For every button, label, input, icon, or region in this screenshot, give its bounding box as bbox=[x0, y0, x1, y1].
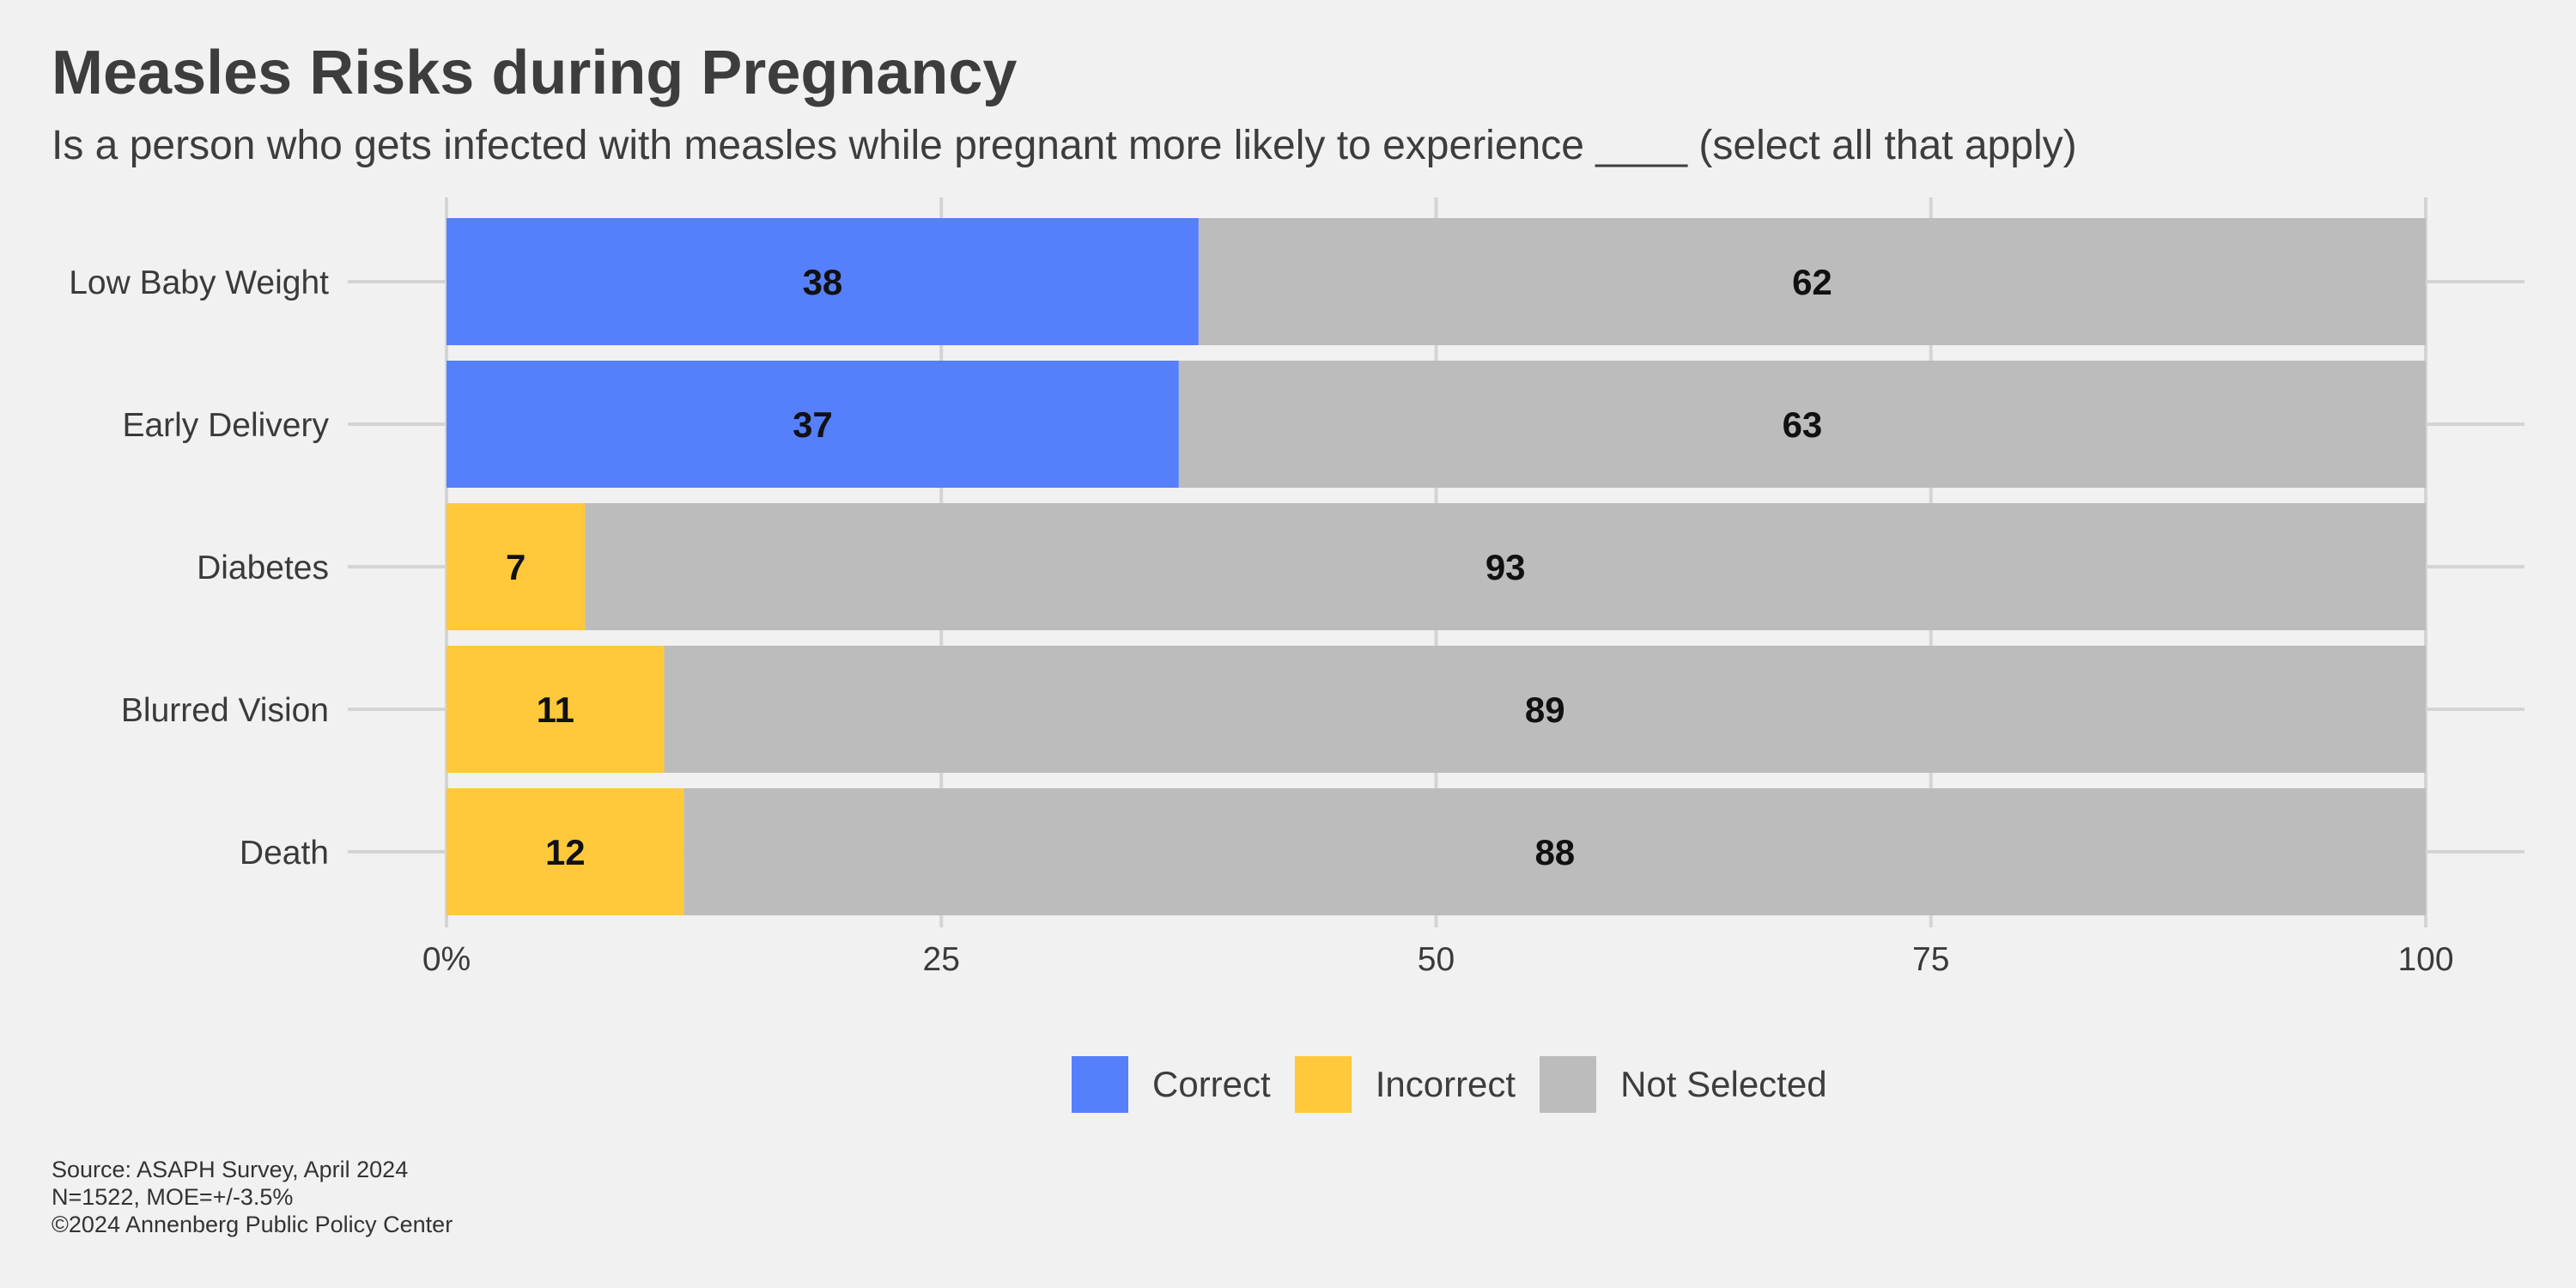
bar-not-selected-4 bbox=[683, 788, 2426, 915]
data-label-selected-2: 7 bbox=[506, 547, 526, 587]
bar-selected-4 bbox=[447, 788, 684, 915]
category-label-0: Low Baby Weight bbox=[69, 264, 329, 301]
caption-sample: N=1522, MOE=+/-3.5% bbox=[52, 1184, 294, 1210]
category-label-4: Death bbox=[240, 835, 329, 872]
bar-selected-2 bbox=[447, 503, 586, 630]
data-label-selected-3: 11 bbox=[537, 690, 574, 730]
chart-title: Measles Risks during Pregnancy bbox=[52, 39, 1018, 107]
bar-not-selected-1 bbox=[1178, 361, 2426, 488]
x-tick-label-2: 50 bbox=[1418, 941, 1455, 978]
legend-swatch-incorrect bbox=[1294, 1056, 1352, 1113]
data-label-not-selected-3: 89 bbox=[1525, 690, 1565, 730]
caption-copyright: ©2024 Annenberg Public Policy Center bbox=[52, 1212, 453, 1237]
bar-not-selected-2 bbox=[585, 503, 2426, 630]
legend-swatch-correct bbox=[1072, 1056, 1128, 1113]
legend-item-not-selected: Not Selected bbox=[1540, 1056, 1827, 1113]
legend-label-not-selected: Not Selected bbox=[1620, 1064, 1827, 1104]
data-label-not-selected-4: 88 bbox=[1534, 832, 1575, 872]
data-label-selected-4: 12 bbox=[545, 832, 586, 872]
legend-label-incorrect: Incorrect bbox=[1375, 1064, 1516, 1104]
caption-source: Source: ASAPH Survey, April 2024 bbox=[52, 1157, 409, 1182]
category-label-3: Blurred Vision bbox=[121, 692, 329, 729]
bar-selected-1 bbox=[447, 361, 1179, 488]
chart-subtitle: Is a person who gets infected with measl… bbox=[52, 123, 2077, 168]
x-tick-label-3: 75 bbox=[1912, 941, 1949, 978]
stacked-bar-chart: 38 62 Low Baby Weight 37 63 Early Delivery 7 93… bbox=[69, 197, 2524, 978]
x-tick-label-0: 0% bbox=[422, 941, 471, 978]
bar-selected-0 bbox=[447, 218, 1199, 345]
x-tick-label-4: 100 bbox=[2397, 941, 2453, 978]
bar-not-selected-3 bbox=[664, 646, 2426, 773]
data-label-not-selected-0: 62 bbox=[1792, 262, 1832, 302]
legend-item-incorrect: Incorrect bbox=[1294, 1056, 1516, 1113]
bar-selected-3 bbox=[447, 646, 665, 773]
chart-caption: Source: ASAPH Survey, April 2024 N=1522,… bbox=[52, 1156, 453, 1238]
data-label-selected-1: 37 bbox=[793, 404, 833, 445]
legend-label-correct: Correct bbox=[1152, 1064, 1271, 1104]
category-label-2: Diabetes bbox=[197, 550, 329, 586]
legend-swatch-not-selected bbox=[1540, 1056, 1597, 1113]
legend-item-correct: Correct bbox=[1072, 1056, 1271, 1113]
data-label-not-selected-1: 63 bbox=[1783, 404, 1823, 445]
data-label-not-selected-2: 93 bbox=[1485, 547, 1526, 587]
x-tick-label-1: 25 bbox=[923, 941, 960, 978]
bar-not-selected-0 bbox=[1198, 218, 2426, 345]
data-label-selected-0: 38 bbox=[803, 262, 843, 302]
chart-legend: Correct Incorrect Not Selected bbox=[1072, 1054, 1851, 1115]
category-label-1: Early Delivery bbox=[122, 407, 329, 444]
